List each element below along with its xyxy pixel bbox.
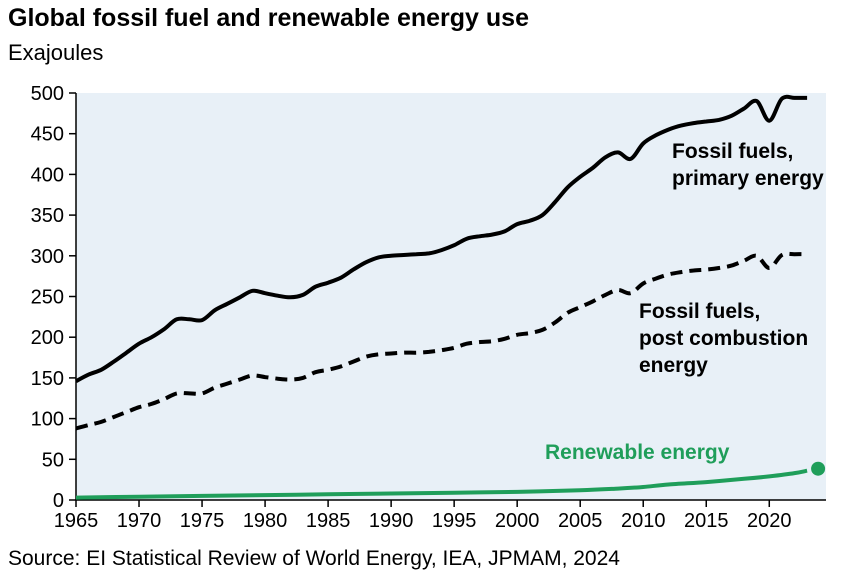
series-label-line: Renewable energy — [545, 441, 730, 464]
x-tick-label: 2000 — [495, 510, 540, 532]
x-tick-label: 1995 — [432, 510, 477, 532]
y-tick-label: 100 — [31, 409, 64, 431]
x-axis: 1965 1970 1975 1980 1985 1990 1995 2000 2005 2010… — [54, 499, 826, 532]
y-tick-label: 50 — [42, 449, 64, 471]
series-label-line: primary energy — [672, 167, 824, 190]
y-tick-label: 350 — [31, 205, 64, 227]
x-tick-label: 1990 — [369, 510, 414, 532]
series-label-line: Fossil fuels, — [639, 300, 760, 323]
x-tick-label: 1970 — [117, 510, 162, 532]
x-tick-label: 2005 — [558, 510, 603, 532]
series-label-line: post combustion — [639, 327, 808, 350]
x-tick-label: 1965 — [54, 510, 99, 532]
plot-area — [76, 93, 826, 500]
x-tick-label: 1975 — [180, 510, 225, 532]
y-tick-label: 250 — [31, 287, 64, 309]
label-fossil-primary: Fossil fuels, primary energy — [672, 140, 824, 190]
renewable-energy-line — [75, 468, 808, 500]
renewable-endpoint-marker — [811, 461, 826, 476]
series-label-line: Fossil fuels, — [672, 140, 793, 163]
fossil-primary-line — [75, 94, 808, 383]
series-layer — [75, 94, 826, 500]
y-tick-label: 400 — [31, 164, 64, 186]
source-note: Source: EI Statistical Review of World E… — [8, 547, 620, 570]
y-tick-label: 200 — [31, 327, 64, 349]
chart-title: Global fossil fuel and renewable energy … — [8, 4, 529, 32]
y-tick-label: 0 — [53, 490, 64, 512]
x-tick-label: 1980 — [243, 510, 288, 532]
chart-subtitle: Exajoules — [8, 40, 104, 65]
x-tick-label: 2015 — [684, 510, 729, 532]
y-tick-label: 500 — [31, 83, 64, 105]
y-tick-label: 150 — [31, 368, 64, 390]
x-tick-label: 1985 — [306, 510, 351, 532]
y-tick-label: 300 — [31, 246, 64, 268]
y-axis: 0 50 100 150 200 250 300 350 400 450 500 — [31, 83, 77, 512]
series-label-line: energy — [639, 354, 708, 377]
label-renewable-energy: Renewable energy — [545, 441, 730, 464]
x-tick-label: 2010 — [621, 510, 666, 532]
label-fossil-post-combustion: Fossil fuels, post combustion energy — [639, 300, 808, 377]
x-tick-label: 2020 — [747, 510, 792, 532]
y-tick-label: 450 — [31, 124, 64, 146]
